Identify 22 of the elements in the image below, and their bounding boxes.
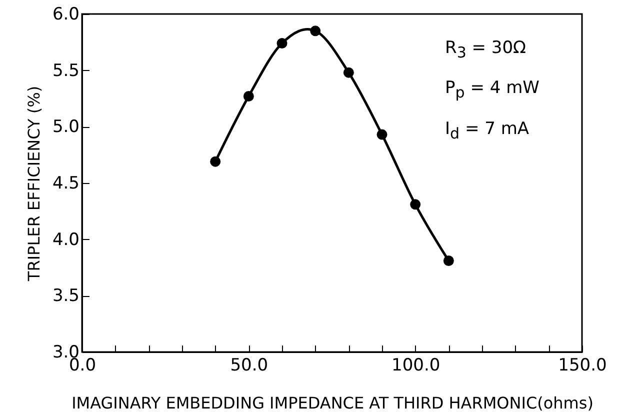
x-tick-label: 100.0 <box>391 356 440 376</box>
point <box>343 67 354 78</box>
point <box>243 91 254 102</box>
x-tick-label: 150.0 <box>558 356 607 376</box>
y-tick-label: 6.0 <box>52 4 80 24</box>
point <box>443 256 454 266</box>
y-tick-label: 5.5 <box>52 60 80 81</box>
y-tick-label: 4.0 <box>52 230 80 250</box>
point <box>210 156 221 167</box>
annotation: R$_{3}$ = 30Ω <box>445 37 528 64</box>
point <box>376 129 388 140</box>
y-tick-label: 4.5 <box>52 174 80 194</box>
y-tick-label: 3.5 <box>52 286 80 306</box>
y-tick-label: 5.0 <box>52 117 80 138</box>
point <box>410 199 421 210</box>
annotation: I$_{d}$ = 7 mA <box>445 118 530 144</box>
y-axis-title: TRIPLER EFFICIENCY (%) <box>24 86 44 282</box>
x-axis-title: IMAGINARY EMBEDDING IMPEDANCE AT THIRD HARMONIC(ohms) <box>72 394 594 412</box>
x-tick-label: 50.0 <box>230 356 268 376</box>
point <box>276 38 288 49</box>
annotation: P$_{p}$ = 4 mW <box>445 77 540 104</box>
point <box>310 26 321 36</box>
